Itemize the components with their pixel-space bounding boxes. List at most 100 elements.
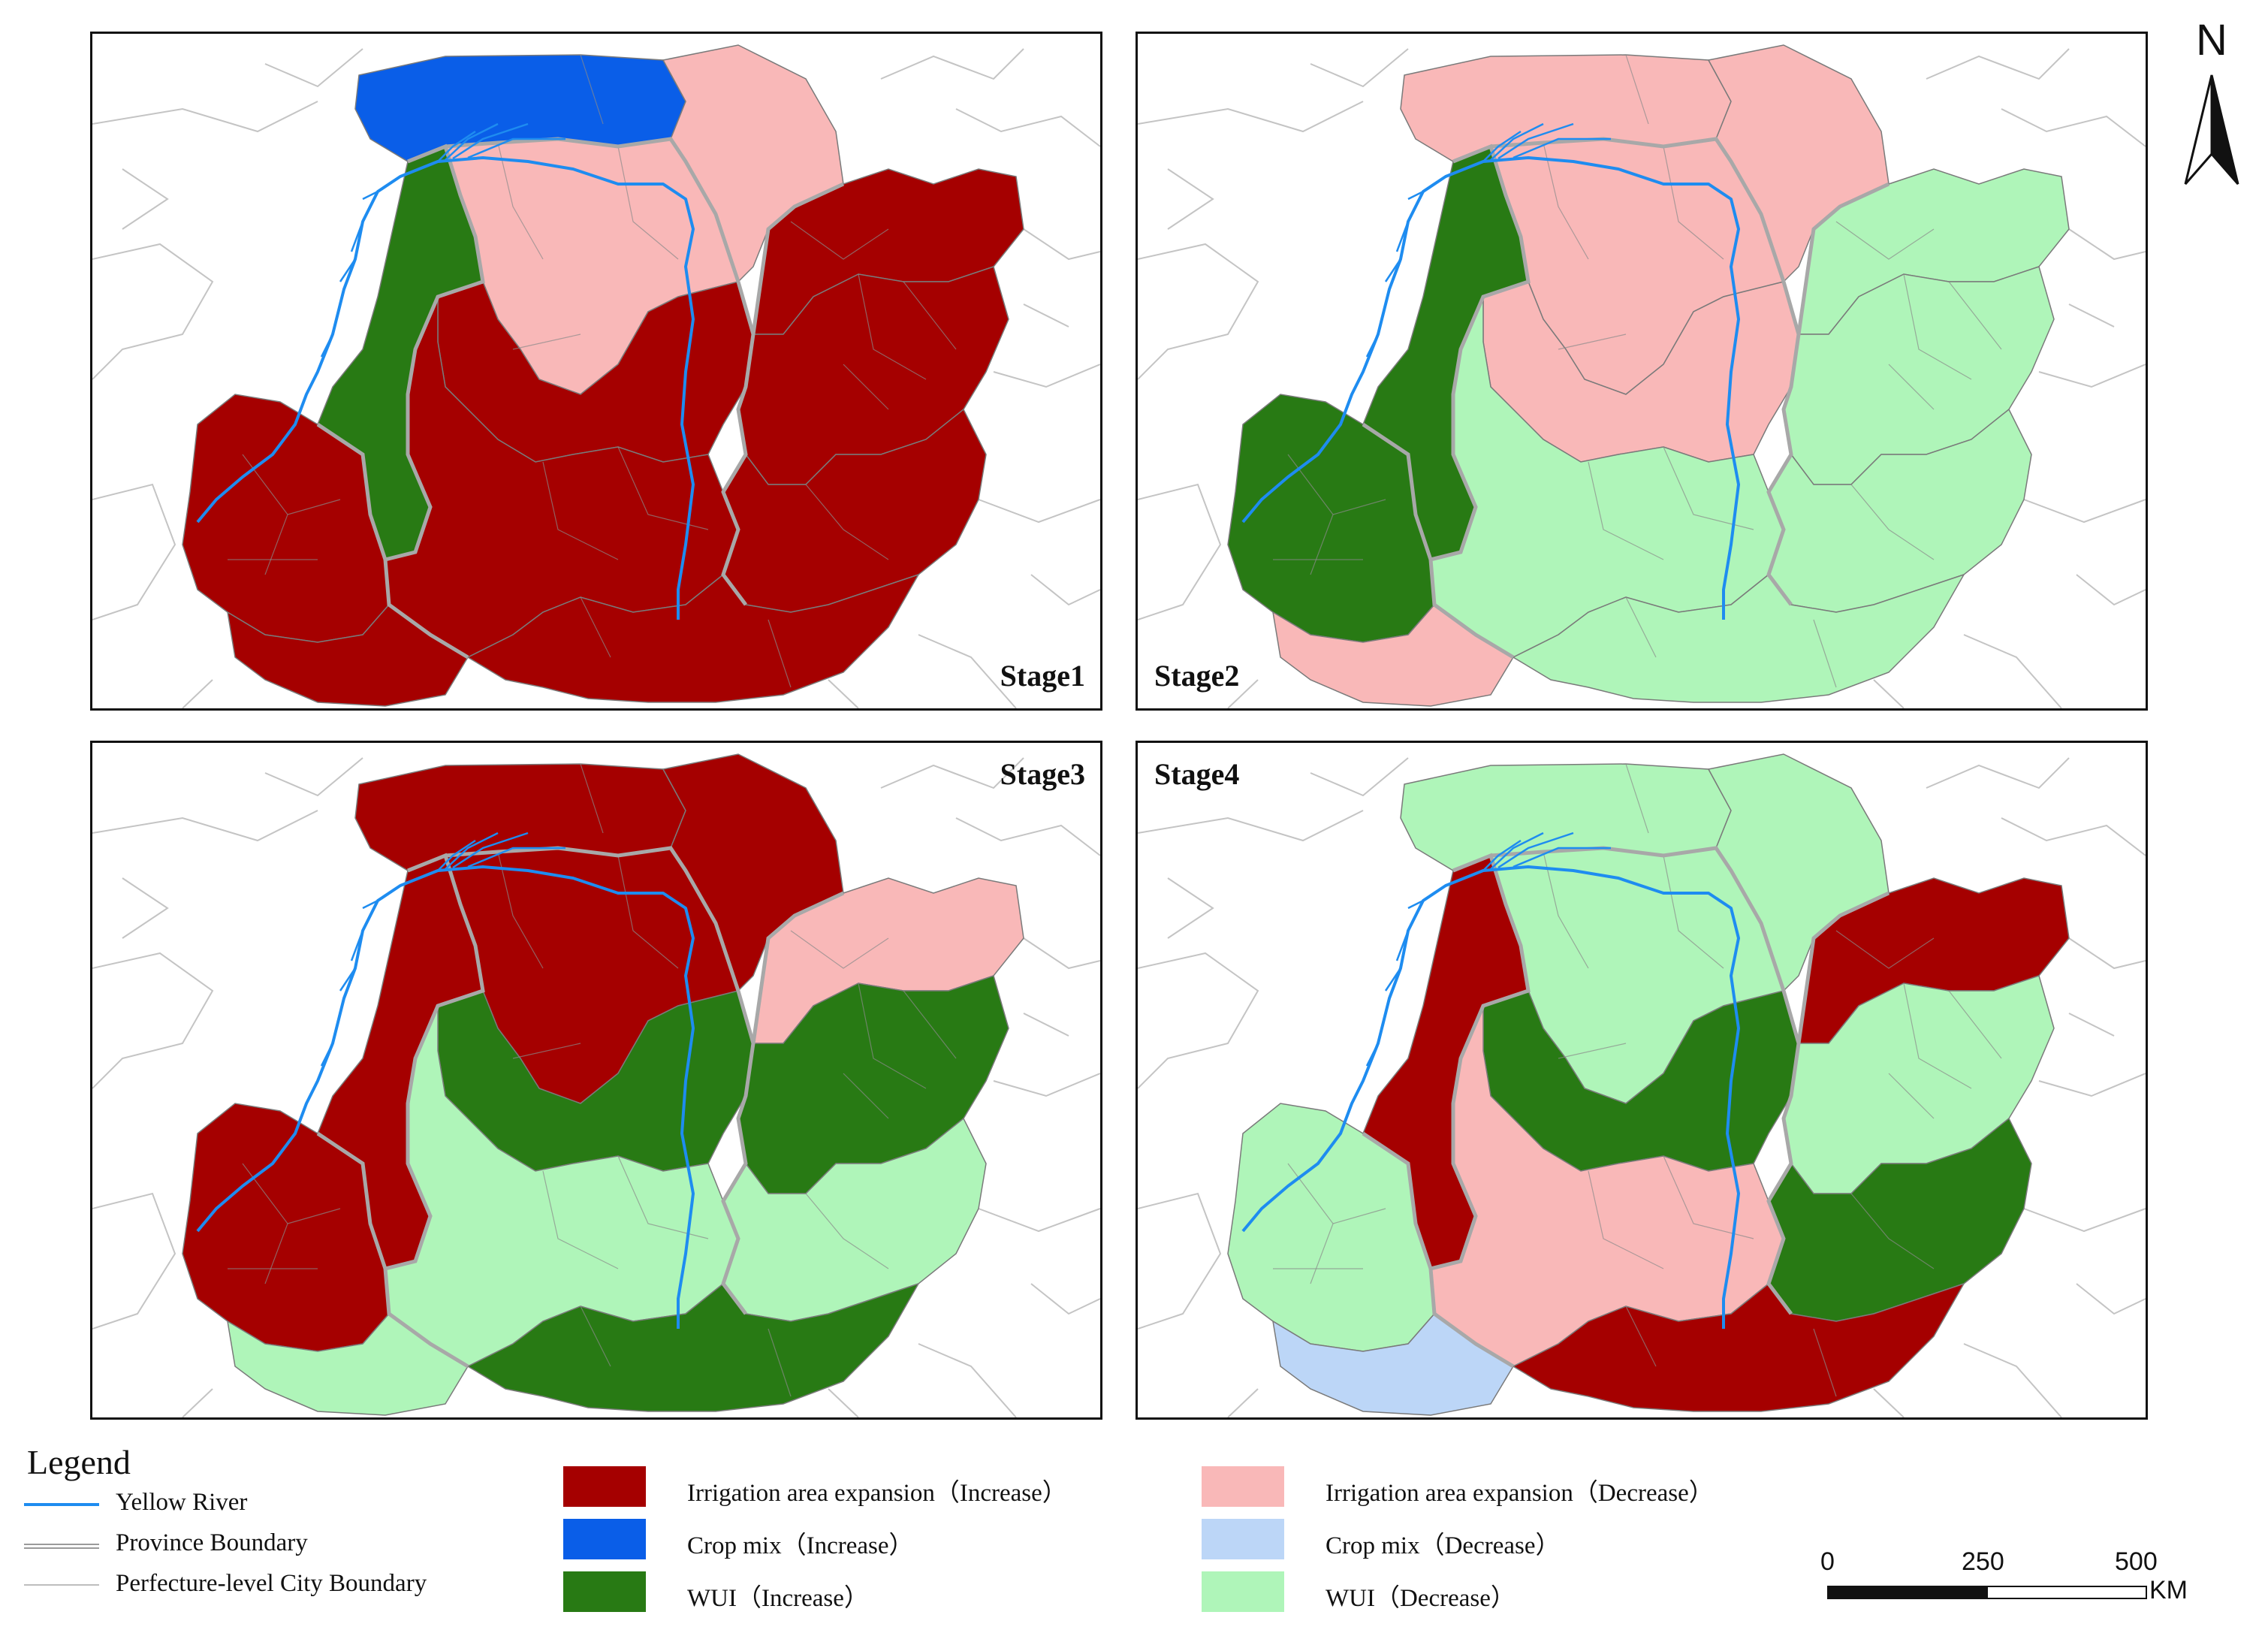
- city-boundary: [542, 461, 619, 560]
- background-boundary: [2038, 364, 2146, 388]
- legend-item-crop-mix-decrease: Crop mix（Decrease）: [1202, 1519, 1802, 1561]
- swatch: [563, 1466, 646, 1507]
- background-boundary: [2023, 1208, 2146, 1233]
- city-boundary: [580, 763, 604, 834]
- background-boundary: [978, 499, 1100, 524]
- city-boundary: [287, 499, 341, 515]
- map-panel-stage1: Stage1: [90, 32, 1102, 711]
- yellow-river: [1241, 156, 1740, 620]
- city-boundary: [1625, 763, 1649, 834]
- province-boundary: [1428, 853, 1531, 1369]
- background-boundary: [880, 48, 1024, 80]
- background-boundary: [2023, 499, 2146, 524]
- river-branch: [445, 832, 499, 870]
- river-branch: [350, 930, 364, 961]
- legend-item-irrigation-decrease: Irrigation area expansion（Decrease）: [1202, 1466, 1802, 1508]
- legend: Legend Yellow River Province Boundary Pe…: [0, 1427, 2268, 1630]
- legend-label: Irrigation area expansion（Decrease）: [1326, 1480, 1714, 1507]
- city-boundary: [1813, 1328, 1837, 1397]
- river-branch: [1407, 190, 1424, 201]
- swatch: [563, 1571, 646, 1612]
- river-branch: [1490, 122, 1544, 161]
- background-boundary: [264, 757, 363, 797]
- background-boundary: [92, 243, 214, 380]
- background-boundary: [2001, 108, 2146, 147]
- map-stage2: [1138, 44, 2146, 708]
- city-boundary: [617, 855, 679, 969]
- yellow-river: [196, 865, 695, 1329]
- background-boundary: [92, 952, 214, 1089]
- river-branch: [362, 190, 379, 201]
- map-stage3: [92, 753, 1100, 1417]
- river-branch: [445, 122, 499, 161]
- background-boundary: [1138, 1192, 1222, 1330]
- city-boundary: [1835, 930, 1935, 969]
- river-branch: [467, 137, 565, 159]
- river-branch: [1407, 899, 1424, 910]
- city-boundary: [580, 596, 611, 658]
- city-boundary: [790, 221, 889, 260]
- background-boundary: [828, 679, 859, 708]
- yellow-river: [1241, 865, 1740, 1329]
- background-boundary: [1167, 877, 1214, 939]
- city-boundary: [512, 334, 581, 350]
- city-boundary: [903, 281, 957, 350]
- background-boundary: [993, 1073, 1100, 1097]
- city-boundary: [1558, 334, 1627, 350]
- background-boundary: [1030, 1283, 1100, 1315]
- city-boundary: [542, 1170, 619, 1269]
- city-boundary: [1813, 619, 1837, 688]
- city-boundary: [1558, 1043, 1627, 1059]
- river-branch: [467, 847, 565, 868]
- city-boundary: [1888, 1073, 1935, 1119]
- background-boundary: [1023, 937, 1100, 970]
- background-boundary: [1023, 303, 1069, 328]
- river-branch: [452, 832, 529, 869]
- city-boundary: [580, 1306, 611, 1367]
- province-boundary: [383, 143, 485, 660]
- legend-label: Yellow River: [116, 1489, 248, 1516]
- city-boundary: [1948, 990, 2002, 1059]
- swatch: [563, 1519, 646, 1559]
- background-boundary: [955, 817, 1100, 856]
- legend-item-wui-increase: WUI（Increase）: [563, 1571, 1164, 1613]
- background-boundary: [918, 1343, 1017, 1417]
- province-boundary: [1490, 137, 1786, 282]
- background-boundary: [880, 757, 1024, 789]
- background-boundary: [2068, 937, 2146, 970]
- province-boundary: [316, 1131, 388, 1269]
- background-boundary: [2001, 817, 2146, 856]
- river-branch: [437, 130, 476, 162]
- province-line-icon: [24, 1544, 99, 1549]
- background-boundary: [993, 364, 1100, 388]
- background-boundary: [918, 634, 1017, 708]
- swatch: [1202, 1571, 1284, 1612]
- river-branch: [339, 258, 357, 282]
- swatch: [1202, 1466, 1284, 1507]
- city-boundary: [903, 990, 957, 1059]
- background-boundary: [1963, 1343, 2062, 1417]
- background-boundary: [2076, 1283, 2146, 1315]
- background-boundary: [2038, 1073, 2146, 1097]
- province-boundary: [751, 891, 845, 1044]
- province-boundary: [316, 422, 388, 560]
- river-branch: [1513, 137, 1611, 159]
- legend-label: Province Boundary: [116, 1529, 308, 1556]
- background-boundary: [264, 48, 363, 88]
- city-boundary: [805, 1193, 889, 1269]
- river-branch: [1482, 130, 1522, 162]
- city-boundary: [1625, 596, 1657, 658]
- scale-bar-graphic: [1827, 1586, 2147, 1599]
- background-boundary: [1227, 679, 1259, 708]
- background-boundary: [1873, 679, 1905, 708]
- province-boundary: [751, 182, 845, 335]
- city-boundary: [843, 364, 889, 410]
- region-henan: [1512, 1282, 1965, 1412]
- stage-label: Stage2: [1154, 659, 1240, 693]
- north-letter: N: [2196, 16, 2227, 65]
- city-boundary: [512, 1043, 581, 1059]
- background-boundary: [1926, 757, 2070, 789]
- background-boundary: [92, 810, 318, 842]
- river-branch: [350, 221, 364, 252]
- legend-label: WUI（Decrease）: [1326, 1585, 1516, 1612]
